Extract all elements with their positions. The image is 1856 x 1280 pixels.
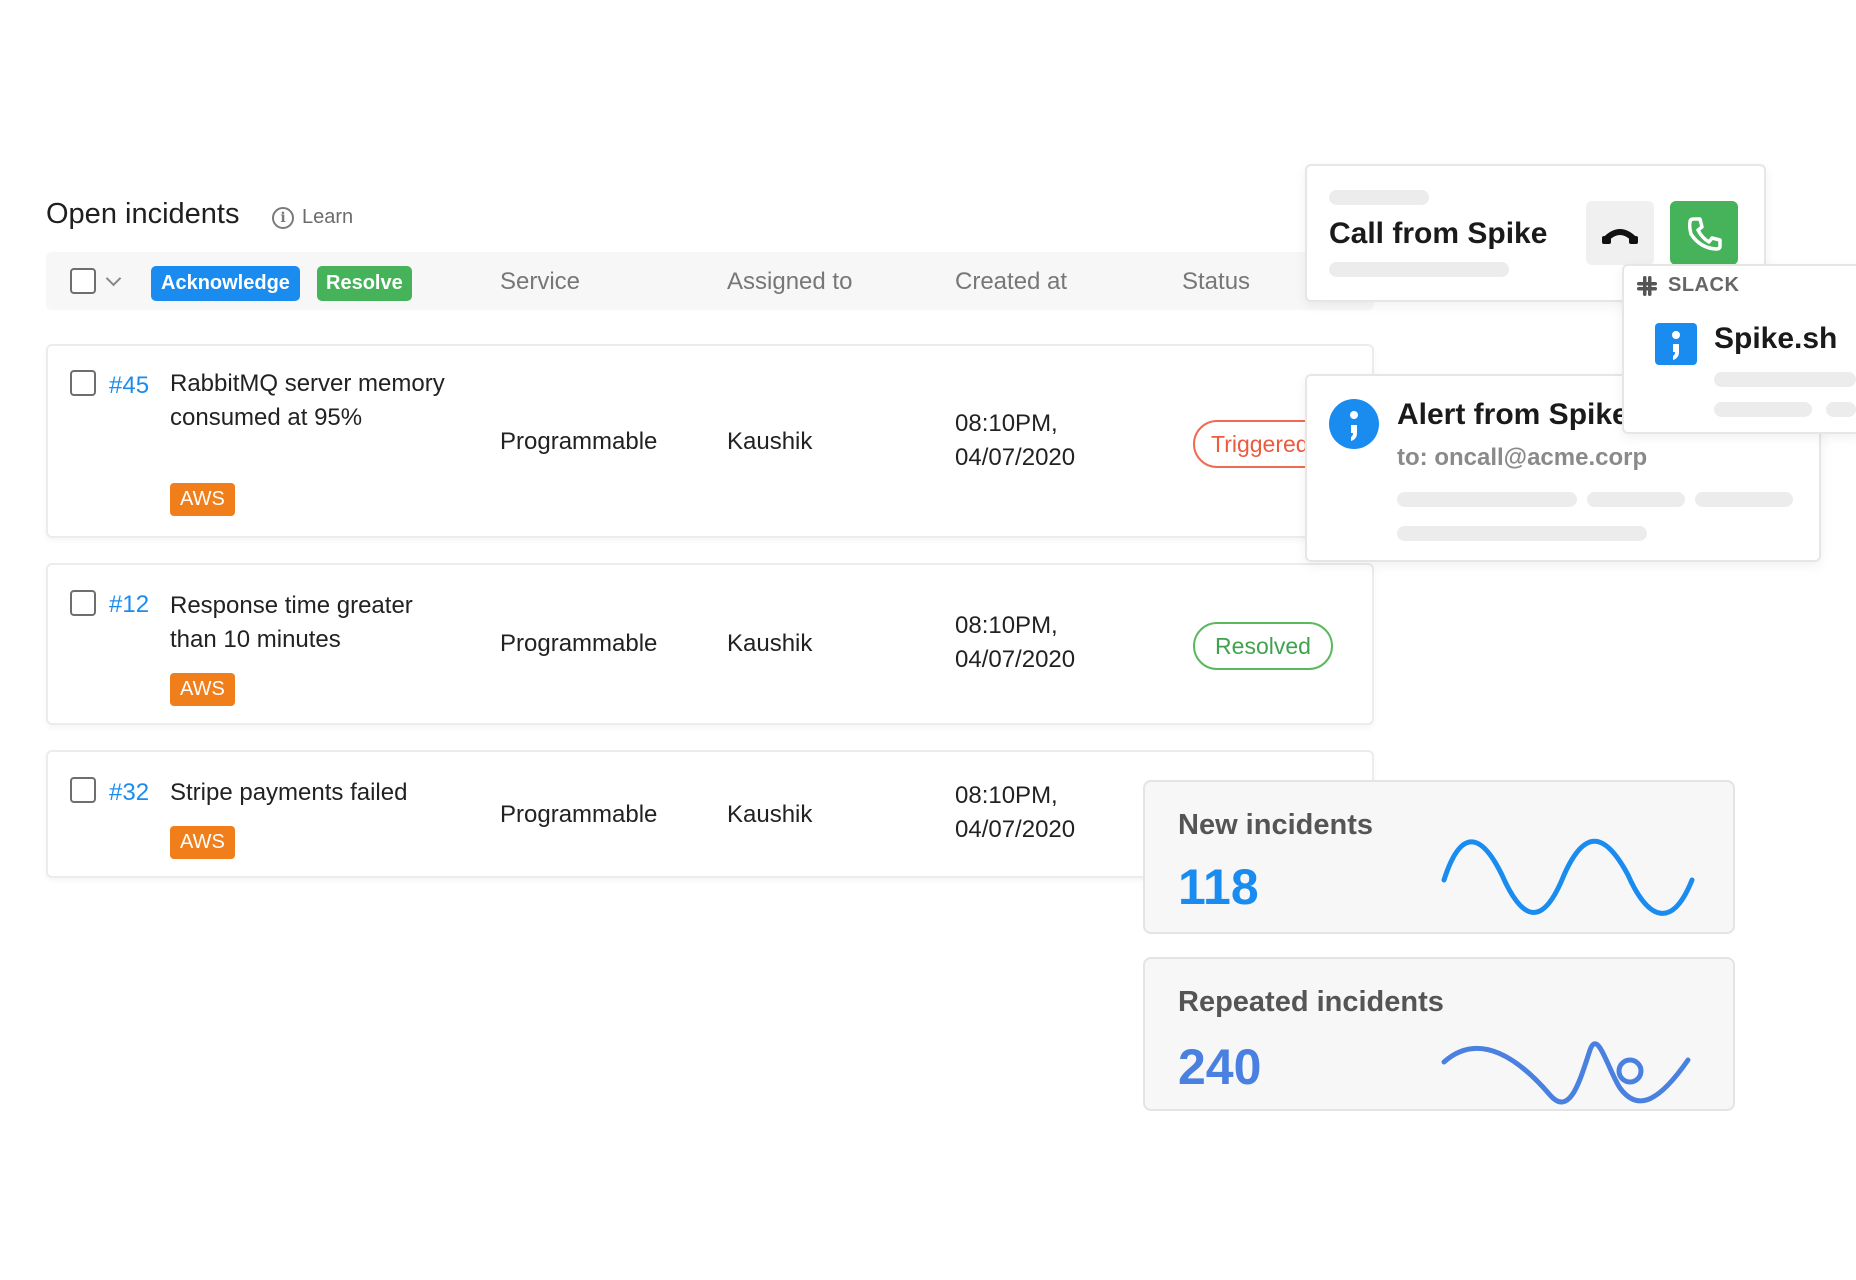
alert-title: Alert from Spike [1397, 398, 1629, 431]
slack-icon [1637, 276, 1657, 296]
select-all-checkbox[interactable] [70, 268, 96, 294]
status-badge-resolved[interactable]: Resolved [1193, 622, 1333, 670]
column-header-status[interactable]: Status [1182, 268, 1251, 295]
spike-logo-icon [1655, 323, 1697, 365]
assignee-cell: Kaushik [727, 428, 813, 455]
new-incidents-card [1143, 780, 1735, 934]
assignee-cell: Kaushik [727, 630, 813, 657]
created-time: 08:10PM, [955, 612, 1058, 639]
table-row[interactable] [46, 563, 1374, 725]
alert-recipient: to: oncall@acme.corp [1397, 444, 1648, 471]
skeleton-line [1397, 526, 1647, 541]
aws-tag: AWS [170, 826, 235, 859]
skeleton-line [1826, 402, 1856, 417]
incident-title[interactable]: Response time greater than 10 minutes [170, 592, 413, 653]
resolve-button[interactable]: Resolve [317, 266, 412, 301]
status-badge-triggered[interactable]: Triggered [1193, 420, 1341, 468]
table-row[interactable] [46, 344, 1374, 538]
skeleton-line [1714, 372, 1856, 387]
aws-tag: AWS [170, 483, 235, 516]
created-date: 04/07/2020 [955, 816, 1076, 843]
created-date: 04/07/2020 [955, 444, 1076, 471]
answer-call-button[interactable] [1670, 201, 1738, 265]
spike-alert-icon [1329, 399, 1379, 449]
hang-up-icon [1602, 229, 1638, 244]
skeleton-line [1587, 492, 1685, 507]
row-checkbox[interactable] [70, 370, 96, 396]
row-checkbox[interactable] [70, 590, 96, 616]
aws-tag: AWS [170, 673, 235, 706]
new-incidents-value: 118 [1178, 859, 1259, 915]
repeated-incidents-sparkline [1441, 1041, 1691, 1105]
skeleton-line [1714, 402, 1812, 417]
created-time: 08:10PM, [955, 782, 1058, 809]
new-incidents-label: New incidents [1178, 809, 1373, 841]
assignee-cell: Kaushik [727, 801, 813, 828]
skeleton-line [1329, 190, 1429, 205]
slack-app-name: Spike.sh [1714, 322, 1838, 355]
column-header-created-at[interactable]: Created at [955, 268, 1068, 295]
new-incidents-sparkline [1441, 839, 1695, 916]
hang-up-button[interactable] [1586, 201, 1654, 265]
learn-link[interactable]: i Learn [272, 206, 353, 229]
repeated-incidents-value: 240 [1178, 1039, 1262, 1095]
learn-label: Learn [302, 206, 354, 228]
skeleton-line [1397, 492, 1577, 507]
call-title: Call from Spike [1329, 217, 1548, 250]
column-header-service[interactable]: Service [500, 268, 581, 295]
column-header-assigned-to[interactable]: Assigned to [727, 268, 853, 295]
skeleton-line [1329, 262, 1509, 277]
slack-label: SLACK [1668, 274, 1740, 296]
repeated-incidents-card [1143, 957, 1735, 1111]
row-checkbox[interactable] [70, 777, 96, 803]
created-time: 08:10PM, [955, 410, 1058, 437]
sparkline-marker [1616, 1057, 1644, 1085]
acknowledge-button[interactable]: Acknowledge [151, 266, 300, 301]
incident-title[interactable]: RabbitMQ server memory consumed at 95% [170, 370, 445, 431]
created-date: 04/07/2020 [955, 646, 1076, 673]
incident-title[interactable]: Stripe payments failed [170, 779, 408, 806]
repeated-incidents-label: Repeated incidents [1178, 986, 1444, 1018]
page-title: Open incidents [46, 198, 240, 230]
incident-id[interactable]: #12 [109, 591, 150, 618]
service-cell: Programmable [500, 801, 658, 828]
service-cell: Programmable [500, 428, 658, 455]
incident-id[interactable]: #32 [109, 779, 150, 806]
phone-icon [1687, 217, 1722, 251]
info-icon: i [272, 206, 294, 229]
skeleton-line [1695, 492, 1793, 507]
incident-id[interactable]: #45 [109, 372, 150, 399]
service-cell: Programmable [500, 630, 658, 657]
